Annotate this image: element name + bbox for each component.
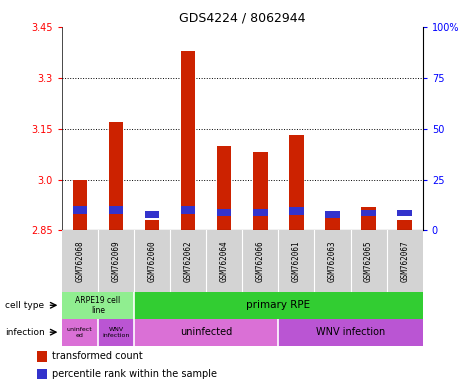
Text: GSM762064: GSM762064 <box>220 240 228 282</box>
Bar <box>37 369 48 379</box>
Bar <box>289 207 304 215</box>
Text: WNV infection: WNV infection <box>316 327 385 337</box>
Bar <box>181 206 195 214</box>
Text: cell type: cell type <box>5 301 44 310</box>
Text: uninfected: uninfected <box>180 327 232 337</box>
Text: GSM762063: GSM762063 <box>328 240 337 282</box>
Bar <box>398 220 412 230</box>
Bar <box>398 210 412 217</box>
Bar <box>181 51 195 230</box>
Bar <box>289 136 304 230</box>
Text: primary RPE: primary RPE <box>247 300 311 310</box>
Bar <box>134 319 278 346</box>
Bar <box>145 220 159 230</box>
Text: percentile rank within the sample: percentile rank within the sample <box>52 369 217 379</box>
Text: ARPE19 cell
line: ARPE19 cell line <box>75 296 121 315</box>
Text: uninfect
ed: uninfect ed <box>67 327 93 338</box>
Bar <box>134 292 423 319</box>
Bar <box>325 217 340 230</box>
Bar <box>325 212 340 218</box>
Text: GSM762061: GSM762061 <box>292 240 301 282</box>
Text: GSM762060: GSM762060 <box>148 240 156 282</box>
Bar <box>217 146 231 230</box>
Bar <box>109 122 123 230</box>
Bar <box>73 206 87 214</box>
Bar <box>98 319 134 346</box>
Text: GSM762065: GSM762065 <box>364 240 373 282</box>
Bar <box>73 180 87 230</box>
Text: GSM762062: GSM762062 <box>184 240 192 282</box>
Text: infection: infection <box>5 328 45 337</box>
Bar <box>253 209 267 216</box>
Bar <box>109 206 123 214</box>
Bar <box>253 152 267 230</box>
Bar <box>278 319 423 346</box>
Bar <box>217 209 231 216</box>
Text: GSM762067: GSM762067 <box>400 240 409 282</box>
Text: GSM762068: GSM762068 <box>76 240 84 282</box>
Bar <box>37 351 48 362</box>
Title: GDS4224 / 8062944: GDS4224 / 8062944 <box>179 11 305 24</box>
Text: transformed count: transformed count <box>52 351 142 361</box>
Text: WNV
infection: WNV infection <box>102 327 130 338</box>
Bar <box>62 319 98 346</box>
Bar <box>145 212 159 218</box>
Bar <box>361 207 376 230</box>
Text: GSM762066: GSM762066 <box>256 240 265 282</box>
Bar <box>62 292 134 319</box>
Bar <box>361 210 376 217</box>
Text: GSM762069: GSM762069 <box>112 240 120 282</box>
